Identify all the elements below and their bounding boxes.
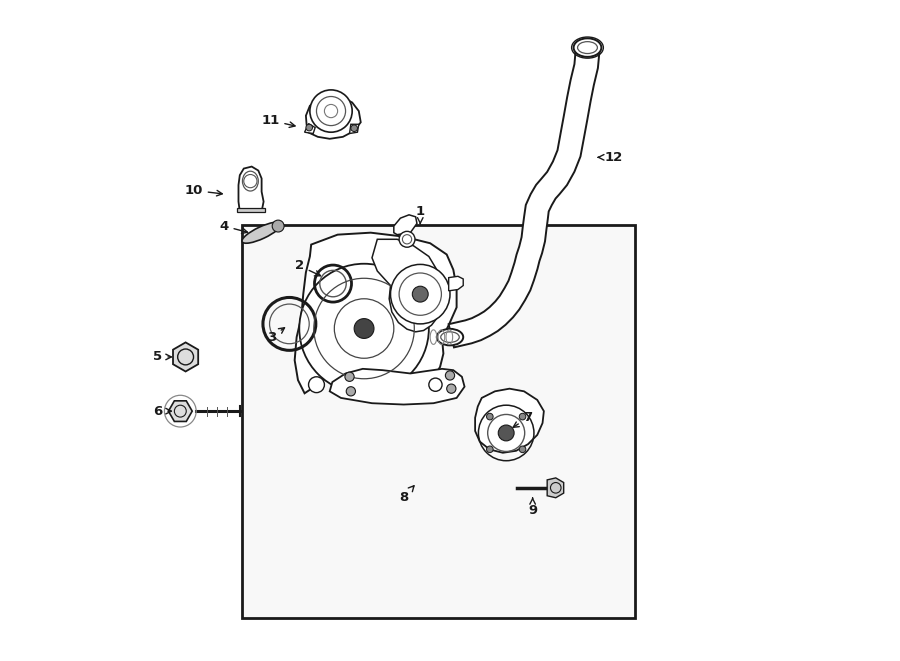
- Circle shape: [272, 220, 284, 232]
- Text: 10: 10: [184, 184, 222, 197]
- Circle shape: [446, 371, 454, 380]
- Text: 11: 11: [261, 114, 295, 128]
- Polygon shape: [168, 401, 193, 422]
- Polygon shape: [294, 233, 456, 393]
- Text: 8: 8: [399, 486, 414, 504]
- Text: 9: 9: [528, 498, 537, 517]
- Polygon shape: [394, 215, 417, 235]
- Circle shape: [487, 413, 493, 420]
- Circle shape: [351, 125, 357, 132]
- Polygon shape: [304, 124, 315, 134]
- Circle shape: [346, 387, 356, 396]
- Circle shape: [391, 264, 450, 324]
- Polygon shape: [238, 167, 264, 212]
- Polygon shape: [449, 276, 464, 291]
- Text: 4: 4: [220, 219, 248, 233]
- Text: 6: 6: [153, 405, 171, 418]
- Polygon shape: [349, 124, 359, 134]
- Circle shape: [519, 413, 526, 420]
- Text: 1: 1: [416, 205, 425, 224]
- Polygon shape: [329, 369, 464, 405]
- Circle shape: [487, 446, 493, 453]
- Circle shape: [446, 384, 456, 393]
- Circle shape: [300, 264, 428, 393]
- Polygon shape: [448, 50, 599, 348]
- Ellipse shape: [242, 222, 281, 243]
- Polygon shape: [173, 342, 198, 371]
- Text: 5: 5: [153, 350, 171, 364]
- Text: 7: 7: [513, 411, 533, 427]
- Polygon shape: [306, 96, 361, 139]
- Circle shape: [519, 446, 526, 453]
- Circle shape: [345, 372, 355, 381]
- Circle shape: [412, 286, 428, 302]
- Bar: [242, 225, 635, 618]
- Circle shape: [306, 124, 312, 131]
- Polygon shape: [372, 239, 444, 332]
- Polygon shape: [238, 208, 265, 212]
- Circle shape: [499, 425, 514, 441]
- Circle shape: [310, 90, 352, 132]
- Circle shape: [309, 377, 324, 393]
- Text: 3: 3: [267, 328, 284, 344]
- Polygon shape: [547, 478, 563, 498]
- Ellipse shape: [436, 329, 464, 345]
- Circle shape: [428, 378, 442, 391]
- Polygon shape: [475, 389, 544, 453]
- Text: 12: 12: [598, 151, 623, 164]
- Circle shape: [399, 231, 415, 247]
- Ellipse shape: [573, 38, 601, 57]
- Text: 2: 2: [294, 259, 320, 276]
- Circle shape: [355, 319, 374, 338]
